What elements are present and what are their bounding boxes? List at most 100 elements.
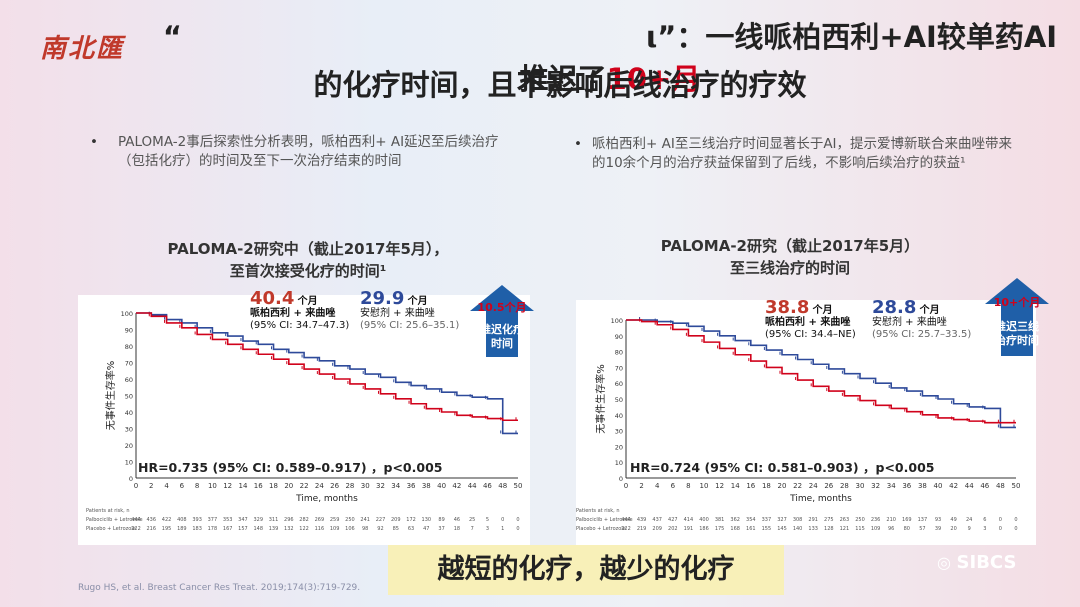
left-arrow-callout: 10.5个月 推迟化疗 时间 xyxy=(470,285,534,357)
risk-cell-b: 3 xyxy=(983,526,986,532)
right-legend-a-arm: 哌柏西利 + 来曲唑 xyxy=(765,317,851,328)
risk-cell-b: 122 xyxy=(299,526,309,532)
risk-cell-a: 89 xyxy=(438,517,444,523)
risk-cell-a: 308 xyxy=(793,517,803,523)
left-legend-a: 40.4 个月 哌柏西利 + 来曲唑 (95% CI: 34.7–47.3) xyxy=(250,290,360,332)
risk-cell-a: 439 xyxy=(637,517,647,523)
logo: 南北匯 xyxy=(40,34,125,64)
risk-cell-b: 216 xyxy=(147,526,157,532)
y-tick-label: 10 xyxy=(615,459,623,467)
x-tick-label: 20 xyxy=(284,482,293,490)
risk-cell-a: 269 xyxy=(315,517,325,523)
y-axis-label: 无事件生存率% xyxy=(594,364,607,434)
x-tick-label: 34 xyxy=(887,482,896,490)
risk-cell-a: 329 xyxy=(253,517,263,523)
left-arrow-line3: 时间 xyxy=(491,337,513,350)
y-tick-label: 0 xyxy=(619,475,623,483)
risk-cell-b: 161 xyxy=(746,526,756,532)
x-tick-label: 24 xyxy=(809,482,818,490)
y-tick-label: 100 xyxy=(611,317,623,325)
risk-cell-a: 236 xyxy=(871,517,881,523)
bullet-right: • 哌柏西利+ AI至三线治疗时间显著长于AI，提示爱博新联合来曲唑带来的10余… xyxy=(574,135,1022,173)
risk-cell-b: 1 xyxy=(501,526,504,532)
series-line-palbociclib xyxy=(626,319,1016,429)
risk-cell-b: 116 xyxy=(315,526,325,532)
left-legend-b-arm: 安慰剂 + 来曲唑 xyxy=(360,308,435,319)
right-chart-title: PALOMA-2研究（截止2017年5月） 至三线治疗的时间 xyxy=(600,235,980,279)
x-tick-label: 12 xyxy=(223,482,232,490)
risk-cell-b: 167 xyxy=(223,526,233,532)
left-legend-a-unit: 个月 xyxy=(297,296,318,307)
risk-cell-b: 85 xyxy=(393,526,399,532)
risk-label-a: Palbociclib + Letrozole xyxy=(576,517,633,523)
x-tick-label: 26 xyxy=(824,482,833,490)
bullet-left-text: PALOMA-2事后探索性分析表明，哌柏西利+ AI延迟至后续治疗（包括化疗）的… xyxy=(118,134,499,169)
left-arrow-text: 推迟化疗 时间 xyxy=(470,323,534,351)
risk-cell-b: 186 xyxy=(699,526,709,532)
x-tick-label: 48 xyxy=(498,482,507,490)
x-tick-label: 42 xyxy=(949,482,958,490)
risk-cell-b: 0 xyxy=(999,526,1002,532)
risk-cell-b: 0 xyxy=(516,526,519,532)
x-tick-label: 0 xyxy=(624,482,628,490)
risk-cell-a: 381 xyxy=(715,517,725,523)
risk-cell-b: 109 xyxy=(871,526,881,532)
title-highlight: 10+月 xyxy=(606,62,701,96)
risk-cell-b: 222 xyxy=(131,526,141,532)
right-legend-b-value: 28.8 xyxy=(872,297,917,318)
risk-cell-a: 377 xyxy=(208,517,218,523)
risk-cell-b: 128 xyxy=(824,526,834,532)
risk-cell-a: 250 xyxy=(855,517,865,523)
risk-cell-a: 337 xyxy=(762,517,772,523)
bullet-dot: • xyxy=(90,134,98,150)
risk-cell-b: 98 xyxy=(362,526,368,532)
risk-cell-b: 202 xyxy=(668,526,678,532)
risk-cell-b: 139 xyxy=(269,526,279,532)
risk-cell-a: 24 xyxy=(966,517,972,523)
risk-cell-b: 37 xyxy=(438,526,444,532)
x-tick-label: 34 xyxy=(391,482,400,490)
x-tick-label: 44 xyxy=(468,482,477,490)
risk-cell-a: 137 xyxy=(918,517,928,523)
left-chart-title: PALOMA-2研究中（截止2017年5月）， 至首次接受化疗的时间¹ xyxy=(118,238,498,282)
risk-cell-a: 427 xyxy=(668,517,678,523)
risk-cell-b: 209 xyxy=(652,526,662,532)
risk-cell-b: 140 xyxy=(793,526,803,532)
risk-cell-a: 408 xyxy=(177,517,187,523)
x-tick-label: 20 xyxy=(778,482,787,490)
page-title-line2: 的化疗时间，且不影响后线治疗的疗效 xyxy=(313,68,807,102)
left-legend-b: 29.9 个月 安慰剂 + 来曲唑 (95% CI: 25.6–35.1) xyxy=(360,290,470,332)
risk-cell-a: 0 xyxy=(1014,517,1017,523)
watermark-text: SIBCS xyxy=(956,552,1017,573)
risk-cell-b: 189 xyxy=(177,526,187,532)
x-tick-label: 12 xyxy=(715,482,724,490)
risk-cell-b: 106 xyxy=(345,526,355,532)
x-axis-label: Time, months xyxy=(789,494,852,504)
right-legend-a: 38.8 个月 哌柏西利 + 来曲唑 (95% CI: 34.4–NE) xyxy=(765,299,875,341)
risk-cell-b: 219 xyxy=(637,526,647,532)
x-tick-label: 18 xyxy=(269,482,278,490)
caption-banner: 越短的化疗，越少的化疗 xyxy=(388,545,784,595)
risk-cell-b: 47 xyxy=(423,526,429,532)
risk-cell-b: 175 xyxy=(715,526,725,532)
risk-cell-a: 400 xyxy=(699,517,709,523)
x-tick-label: 4 xyxy=(164,482,169,490)
risk-cell-a: 347 xyxy=(238,517,248,523)
risk-cell-a: 93 xyxy=(935,517,941,523)
left-chart-title-line2: 至首次接受化疗的时间¹ xyxy=(229,262,387,280)
x-tick-label: 46 xyxy=(980,482,989,490)
risk-cell-a: 437 xyxy=(652,517,662,523)
risk-cell-b: 168 xyxy=(730,526,740,532)
x-tick-label: 10 xyxy=(208,482,217,490)
y-tick-label: 30 xyxy=(125,426,133,434)
x-tick-label: 4 xyxy=(655,482,660,490)
x-tick-label: 14 xyxy=(238,482,247,490)
y-tick-label: 10 xyxy=(125,459,133,467)
risk-cell-a: 49 xyxy=(950,517,956,523)
left-chart-title-line1: PALOMA-2研究中（截止2017年5月）， xyxy=(167,240,449,258)
x-tick-label: 18 xyxy=(762,482,771,490)
title-mid: ι”：一线哌柏西利+AI较单药AI推迟了 xyxy=(181,20,1058,96)
risk-label-a: Palbociclib + Letrozole xyxy=(86,517,143,523)
right-legend-a-ci: (95% CI: 34.4–NE) xyxy=(765,329,856,340)
risk-cell-a: 311 xyxy=(269,517,279,523)
